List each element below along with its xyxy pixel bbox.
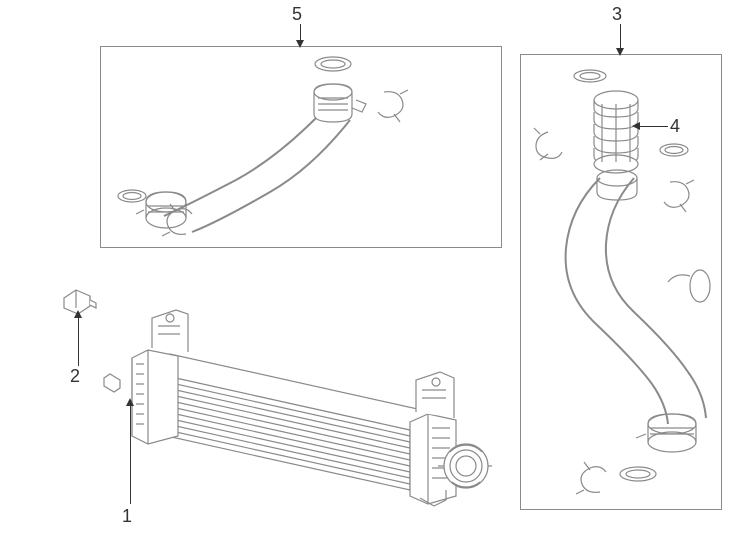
callout-leader-2 xyxy=(78,316,79,366)
inlet-hose-illustration xyxy=(520,54,720,508)
callout-arrow-1 xyxy=(126,398,134,406)
callout-arrow-4 xyxy=(632,122,640,130)
callout-label-4: 4 xyxy=(670,116,680,137)
callout-label-2: 2 xyxy=(70,366,80,387)
callout-label-5: 5 xyxy=(292,4,302,25)
outlet-hose-illustration xyxy=(100,46,500,246)
sensor-boss xyxy=(104,374,120,392)
callout-leader-1 xyxy=(130,404,131,504)
parts-diagram-canvas: 5 3 4 2 1 xyxy=(0,0,734,540)
callout-arrow-3 xyxy=(616,48,624,56)
callout-arrow-2 xyxy=(74,310,82,318)
callout-arrow-5 xyxy=(296,40,304,48)
intercooler-illustration xyxy=(80,260,500,510)
callout-label-1: 1 xyxy=(122,506,132,527)
callout-label-3: 3 xyxy=(612,4,622,25)
flex-coupler xyxy=(594,91,638,173)
callout-leader-4 xyxy=(640,126,668,127)
